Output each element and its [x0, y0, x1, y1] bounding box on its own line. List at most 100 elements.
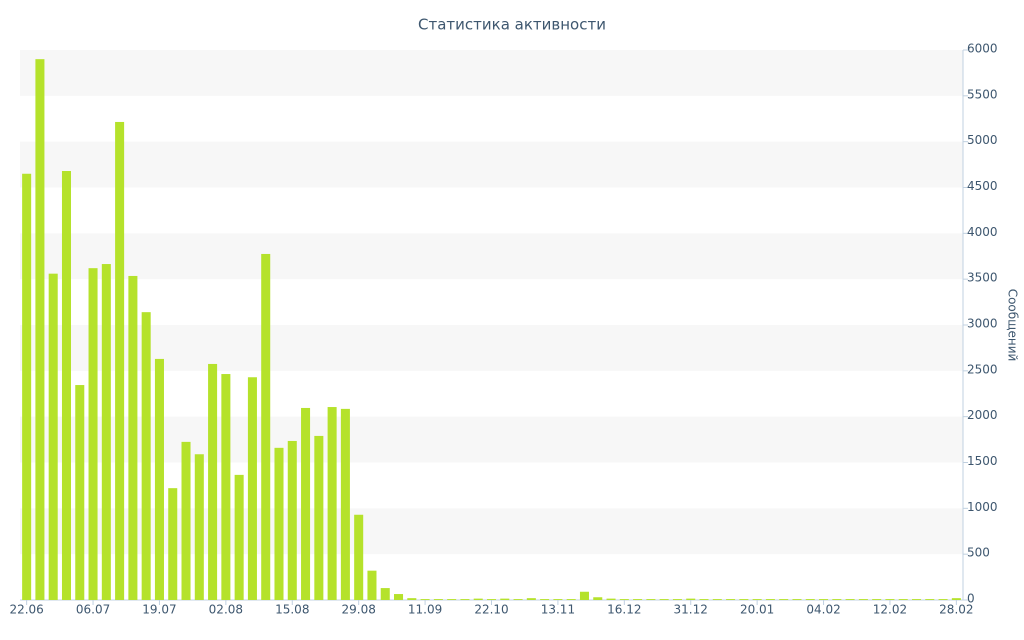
bar: [686, 598, 696, 600]
bar: [460, 599, 470, 600]
y-tick-label: 5000: [967, 133, 998, 147]
y-tick-label: 1000: [967, 500, 998, 514]
x-tick-label: 12.02: [873, 603, 907, 617]
bar: [540, 599, 550, 600]
bar: [752, 599, 762, 600]
bar: [553, 599, 563, 600]
bar: [247, 377, 257, 600]
bar: [858, 599, 868, 600]
bar: [35, 59, 45, 600]
y-tick-label: 0: [967, 592, 975, 606]
x-tick-label: 15.08: [275, 603, 309, 617]
bar: [433, 599, 443, 600]
bar: [845, 599, 855, 600]
bar: [513, 599, 523, 600]
bar: [606, 598, 616, 600]
bar: [394, 594, 404, 600]
x-tick-label: 28.02: [939, 603, 973, 617]
bar: [327, 407, 337, 600]
bar: [805, 599, 815, 600]
y-tick-label: 2000: [967, 408, 998, 422]
grid-band: [20, 233, 963, 280]
chart-title: Статистика активности: [418, 16, 606, 34]
x-tick-label: 31.12: [674, 603, 708, 617]
x-tick-label: 06.07: [76, 603, 110, 617]
bar: [141, 312, 151, 600]
bar: [274, 447, 284, 600]
bar: [832, 599, 842, 600]
bar: [566, 599, 576, 600]
bar: [672, 599, 682, 600]
bar: [792, 599, 802, 600]
bar: [872, 599, 882, 600]
x-tick-label: 16.12: [607, 603, 641, 617]
x-tick-label: 22.10: [474, 603, 508, 617]
bar: [22, 173, 32, 600]
bar: [61, 171, 72, 600]
bar: [221, 374, 231, 600]
x-tick-label: 02.08: [209, 603, 243, 617]
bar: [314, 435, 324, 600]
bar: [593, 597, 603, 600]
x-tick-label: 29.08: [342, 603, 376, 617]
x-tick-label: 04.02: [806, 603, 840, 617]
grid-band: [20, 50, 963, 96]
bar: [925, 599, 935, 600]
bar: [301, 407, 311, 600]
y-tick-label: 1500: [967, 454, 998, 468]
bar: [261, 253, 271, 601]
bar: [579, 591, 589, 600]
bar: [473, 598, 483, 600]
bar: [699, 599, 709, 600]
bar: [208, 363, 218, 600]
x-tick-label: 22.06: [9, 603, 43, 617]
bar: [712, 599, 722, 600]
x-tick-label: 19.07: [142, 603, 176, 617]
bar: [287, 440, 297, 600]
bar: [181, 441, 191, 600]
bar: [194, 454, 204, 600]
grid-band: [20, 325, 963, 371]
bar: [500, 598, 510, 600]
bar: [898, 599, 908, 600]
bar: [380, 588, 390, 600]
bar: [101, 264, 111, 600]
x-tick-label: 11.09: [408, 603, 442, 617]
bar: [765, 599, 775, 600]
bar: [486, 599, 497, 600]
bar: [911, 599, 922, 600]
bar: [354, 514, 364, 600]
bar: [885, 599, 895, 600]
y-tick-label: 5500: [967, 87, 998, 101]
bar: [659, 599, 669, 600]
bar: [819, 599, 829, 600]
y-tick-label: 3000: [967, 317, 998, 331]
bar: [75, 385, 85, 600]
bar: [951, 598, 961, 600]
y-tick-label: 6000: [967, 42, 998, 56]
grid-band: [20, 416, 963, 463]
bar: [168, 488, 178, 600]
y-tick-label: 2500: [967, 362, 998, 376]
bar: [367, 570, 377, 600]
bar: [340, 408, 350, 600]
bar: [88, 268, 98, 600]
bar: [619, 599, 629, 600]
bar: [420, 599, 430, 600]
grid-band: [20, 141, 963, 188]
bar: [526, 598, 536, 600]
bar: [154, 358, 164, 600]
bar: [128, 275, 138, 600]
y-tick-label: 4500: [967, 179, 998, 193]
bar: [726, 599, 736, 600]
y-tick-label: 3500: [967, 271, 998, 285]
bar: [234, 474, 244, 600]
bar: [447, 599, 457, 600]
bar: [407, 598, 417, 600]
bar: [115, 121, 125, 600]
bar: [633, 599, 643, 600]
y-tick-label: 500: [967, 546, 990, 560]
bar: [938, 599, 948, 600]
y-axis-label: Сообщений: [1006, 289, 1020, 362]
